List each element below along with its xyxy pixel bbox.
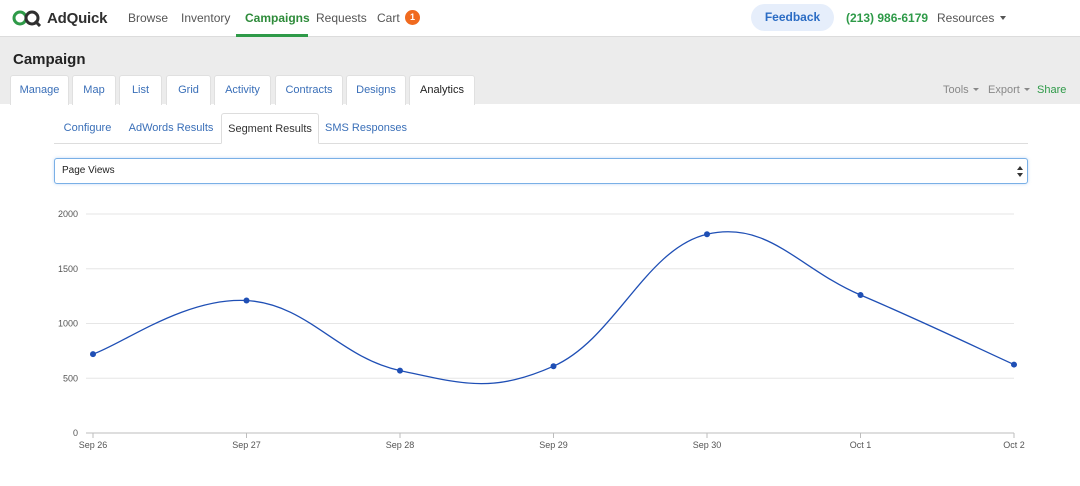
nav-inventory[interactable]: Inventory [181,11,231,25]
nav-cart[interactable]: Cart [377,11,400,25]
chart-y-axis: 0 500 1000 1500 2000 [58,209,78,438]
tools-menu[interactable]: Tools [943,84,979,96]
page-title: Campaign [13,51,86,68]
export-menu[interactable]: Export [988,84,1030,96]
data-point[interactable] [704,231,710,238]
resources-menu[interactable]: Resources [937,11,1007,25]
data-point[interactable] [243,297,250,304]
tab-designs[interactable]: Designs [346,75,406,105]
chart-x-axis: Sep 26 Sep 27 Sep 28 Sep 29 Sep 30 Oct 1 Oct 2 [79,433,1025,450]
phone-number[interactable]: (213) 986-6179 [846,11,929,25]
subtab-segment-results[interactable]: Segment Results [221,113,319,144]
tab-list[interactable]: List [119,75,162,105]
y-tick-label: 2000 [58,209,78,219]
export-label: Export [988,84,1020,96]
data-point[interactable] [1011,361,1017,368]
y-tick-label: 0 [73,428,78,438]
select-arrows-icon [1017,166,1023,177]
chevron-down-icon [972,88,979,91]
x-tick-label: Sep 28 [386,440,415,450]
x-tick-label: Sep 30 [693,440,722,450]
feedback-button[interactable]: Feedback [751,4,834,31]
analytics-subtabs: Configure AdWords Results Segment Result… [54,113,1028,144]
tab-grid[interactable]: Grid [166,75,211,105]
metric-select-value: Page Views [62,165,115,176]
nav-campaigns[interactable]: Campaigns [245,11,310,25]
brand-logo[interactable]: AdQuick [12,9,107,27]
x-tick-label: Oct 2 [1003,440,1025,450]
brand-name: AdQuick [47,9,108,27]
tools-label: Tools [943,84,969,96]
chevron-down-icon [1023,88,1030,91]
data-point[interactable] [90,351,96,358]
x-tick-label: Sep 26 [79,440,108,450]
tab-analytics[interactable]: Analytics [409,75,475,105]
data-point[interactable] [857,292,864,299]
x-tick-label: Sep 27 [232,440,261,450]
metric-select[interactable]: Page Views [54,158,1028,184]
nav-active-indicator [236,34,308,37]
top-navbar: AdQuick Browse Inventory Campaigns Reque… [0,0,1080,37]
nav-browse[interactable]: Browse [128,11,169,25]
share-link[interactable]: Share [1037,84,1067,96]
subtab-configure[interactable]: Configure [63,122,112,134]
x-tick-label: Oct 1 [850,440,872,450]
tab-contracts[interactable]: Contracts [275,75,343,105]
chart-gridlines [86,213,1014,434]
chevron-down-icon [1000,16,1007,20]
cart-count-badge: 1 [405,10,420,25]
data-point[interactable] [397,367,403,374]
tab-manage[interactable]: Manage [10,75,69,105]
subtab-sms-responses[interactable]: SMS Responses [325,122,407,134]
x-tick-label: Sep 29 [539,440,568,450]
data-point[interactable] [550,363,557,370]
resources-label: Resources [937,11,995,25]
y-tick-label: 1500 [58,264,78,274]
y-tick-label: 500 [63,373,78,383]
subtab-adwords-results[interactable]: AdWords Results [128,122,214,134]
nav-requests[interactable]: Requests [316,11,367,25]
tab-map[interactable]: Map [72,75,116,105]
tab-activity[interactable]: Activity [214,75,271,105]
campaign-header: Campaign Manage Map List Grid Activity C… [0,37,1080,105]
adquick-logo-icon [12,10,42,27]
y-tick-label: 1000 [58,319,78,329]
series-points [90,231,1017,374]
series-line [92,231,1015,385]
